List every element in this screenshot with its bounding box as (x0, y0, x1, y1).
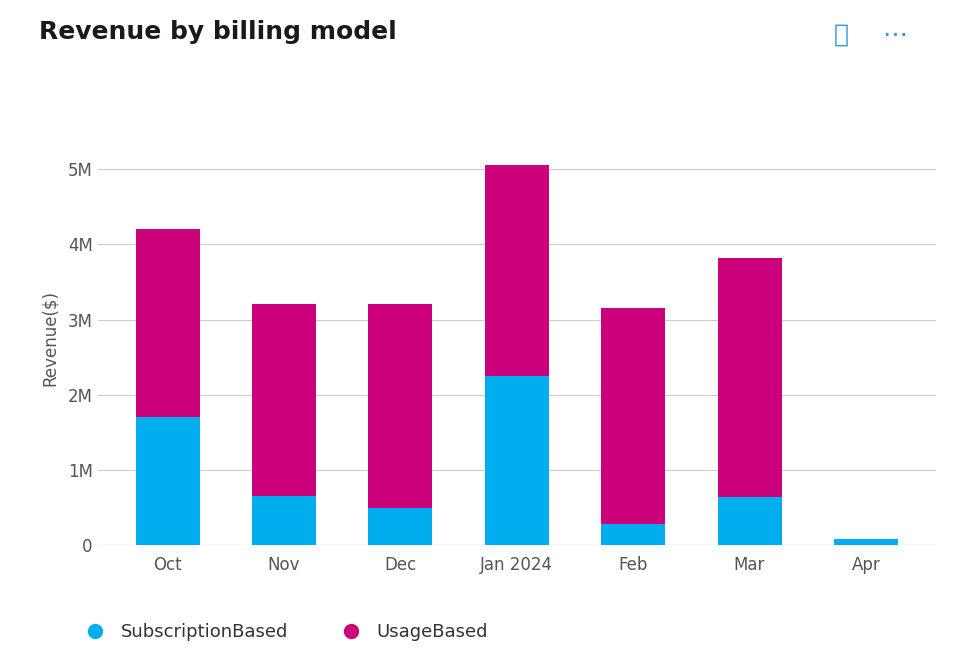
Bar (369, 508, 432, 545)
Bar (252, 497, 316, 545)
Bar (602, 524, 665, 545)
Text: ⓘ: ⓘ (834, 23, 848, 47)
Bar (718, 497, 782, 545)
Bar (485, 166, 549, 376)
Text: Revenue by billing model: Revenue by billing model (39, 20, 397, 44)
Bar (834, 539, 898, 545)
Bar (369, 304, 432, 508)
Legend: SubscriptionBased, UsageBased: SubscriptionBased, UsageBased (77, 623, 488, 641)
Text: ⋯: ⋯ (882, 23, 908, 47)
Bar (602, 308, 665, 524)
Bar (136, 417, 200, 545)
Bar (718, 258, 782, 497)
Bar (136, 229, 200, 417)
Bar (485, 376, 549, 545)
Y-axis label: Revenue($): Revenue($) (41, 290, 59, 386)
Bar (252, 304, 316, 497)
